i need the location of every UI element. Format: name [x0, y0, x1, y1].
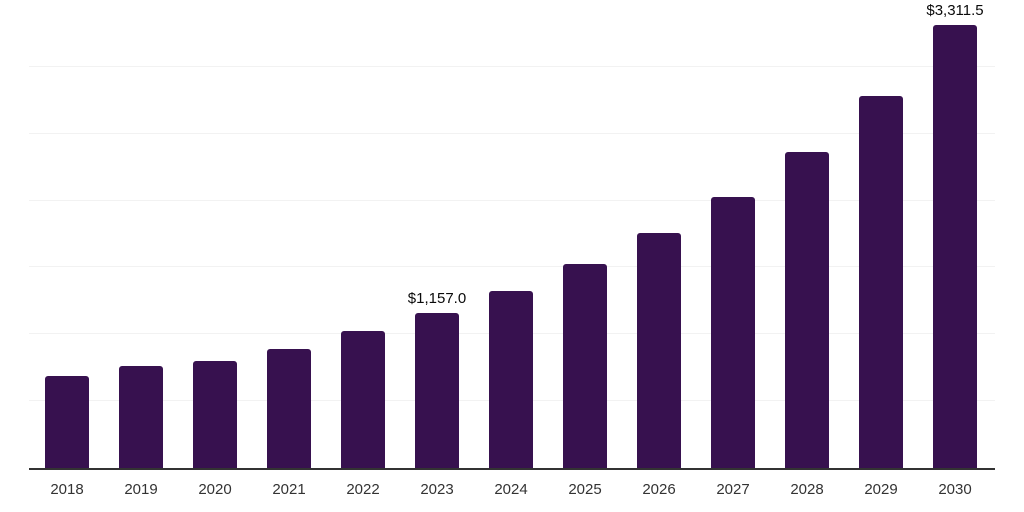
x-tick-2020: 2020: [198, 481, 232, 498]
x-tick-2028: 2028: [790, 481, 824, 498]
bar-2021: [267, 349, 311, 468]
bar-2020: [193, 361, 237, 468]
gridline-1500: [29, 266, 995, 268]
x-tick-2019: 2019: [124, 481, 158, 498]
bar-2022: [341, 330, 385, 468]
gridline-2000: [29, 199, 995, 201]
x-tick-2025: 2025: [568, 481, 602, 498]
bar-2026: [637, 233, 681, 468]
bar-2028: [785, 152, 829, 468]
bar-2018: [45, 375, 89, 468]
bar-2019: [119, 366, 163, 468]
bar-2030: [933, 25, 977, 468]
bar-2024: [489, 290, 533, 468]
x-axis: 2018 2019 2020 2021 2022 2023 2024 2025 2026 2027…: [29, 480, 995, 504]
x-tick-2029: 2029: [864, 481, 898, 498]
bar-2023: [415, 313, 459, 468]
x-tick-2021: 2021: [272, 481, 306, 498]
bar-2025: [563, 264, 607, 468]
data-label-2023: $1,157.0: [407, 290, 467, 308]
gridline-3000: [29, 65, 995, 67]
data-label-2030: $3,311.5: [926, 2, 984, 20]
gridline-2500: [29, 132, 995, 134]
x-tick-2022: 2022: [346, 481, 380, 498]
x-tick-2027: 2027: [716, 481, 750, 498]
x-tick-2024: 2024: [494, 481, 528, 498]
plot-area: $1,157.0 $3,311.5: [29, 0, 995, 470]
x-tick-2023: 2023: [420, 481, 454, 498]
x-tick-2030: 2030: [938, 481, 972, 498]
bar-2029: [859, 96, 903, 468]
x-tick-2018: 2018: [50, 481, 84, 498]
bar-2027: [711, 197, 755, 468]
x-tick-2026: 2026: [642, 481, 676, 498]
